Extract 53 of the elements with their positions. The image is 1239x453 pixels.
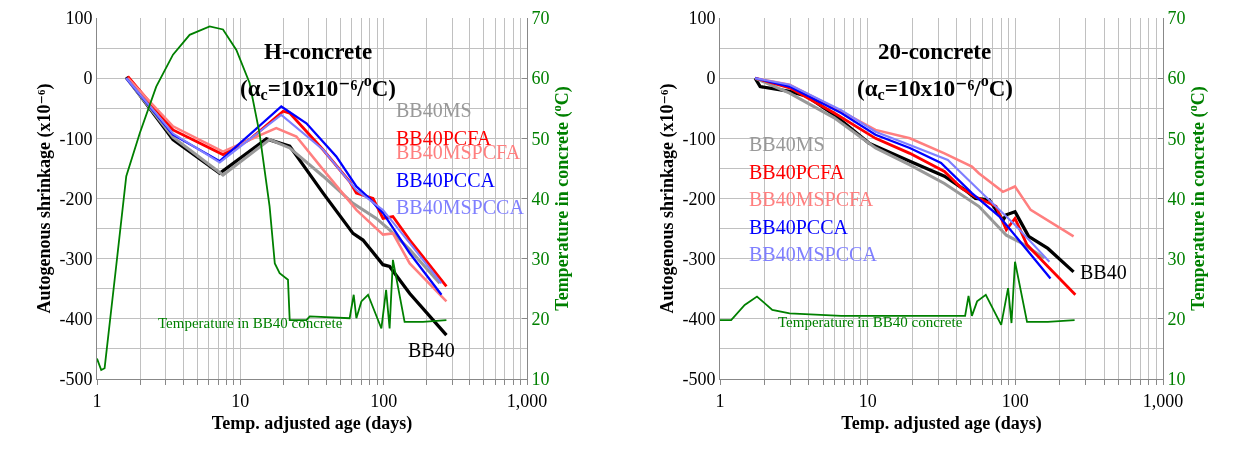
y-tick-label: 0 xyxy=(83,68,93,89)
text: H-concrete xyxy=(264,39,373,64)
y-tick-label: -500 xyxy=(59,369,93,390)
x-tick-label: 1,000 xyxy=(506,390,548,411)
series-label: Temperature in BB40 concrete xyxy=(158,315,343,331)
y2-tick-label: 60 xyxy=(531,68,550,89)
y2-tick-label: 10 xyxy=(531,369,550,390)
y-axis-title: Autogenous shrinkage (x10⁻⁶) xyxy=(656,83,678,314)
x-tick-label: 1 xyxy=(715,390,725,411)
y-tick-label: -300 xyxy=(59,248,93,269)
y-tick-label: -100 xyxy=(59,128,93,149)
y-tick-label: -300 xyxy=(682,248,716,269)
y2-tick-label: 70 xyxy=(1167,8,1186,29)
x-tick-label: 1,000 xyxy=(1142,390,1184,411)
y-tick-label: -400 xyxy=(59,309,93,330)
y-tick-label: -100 xyxy=(682,128,716,149)
text: 20-concrete xyxy=(878,39,992,64)
x-tick-label: 10 xyxy=(858,390,877,411)
y2-tick-label: 70 xyxy=(531,8,550,29)
y2-tick-label: 10 xyxy=(1167,369,1186,390)
series-label: BB40PCFA xyxy=(749,161,845,183)
y-tick-label: 100 xyxy=(65,8,93,29)
y-tick-label: -500 xyxy=(682,369,716,390)
text: BB40PCCA xyxy=(749,216,849,238)
text: (α$_{c}$=10x10⁻⁶/$^{o}$C) xyxy=(857,72,1014,104)
y2-tick-label: 50 xyxy=(1167,128,1186,149)
y-tick-label: -400 xyxy=(682,309,716,330)
x-axis-title: Temp. adjusted age (days) xyxy=(211,412,413,434)
y-tick-label: -200 xyxy=(59,188,93,209)
y-tick-label: 0 xyxy=(706,68,716,89)
series-label: Temperature in BB40 concrete xyxy=(778,314,963,330)
y2-tick-label: 40 xyxy=(1167,188,1186,209)
y2-tick-label: 20 xyxy=(1167,309,1186,330)
x-tick-label: 10 xyxy=(231,390,250,411)
series-label: BB40 xyxy=(1080,261,1127,283)
y-axis-title: Autogenous shrinkage (x10⁻⁶) xyxy=(33,83,55,314)
y-tick-label: -200 xyxy=(682,188,716,209)
y2-tick-label: 40 xyxy=(531,188,550,209)
x-tick-label: 100 xyxy=(1001,390,1029,411)
text: BB40MSPCFA xyxy=(749,188,874,210)
series-label: BB40MSPCCA xyxy=(396,196,525,218)
y2-tick-label: 30 xyxy=(1167,248,1186,269)
series-label: BB40PCCA xyxy=(396,169,496,191)
y2-tick-label: 50 xyxy=(531,128,550,149)
x-tick-label: 100 xyxy=(370,390,398,411)
y2-tick-label: 30 xyxy=(531,248,550,269)
x-axis-title: Temp. adjusted age (days) xyxy=(841,412,1042,434)
y-tick-label: 100 xyxy=(688,8,716,29)
x-tick-label: 1 xyxy=(92,390,102,411)
y2-tick-label: 20 xyxy=(531,309,550,330)
y2-tick-label: 60 xyxy=(1167,68,1186,89)
series-label: BB40 xyxy=(408,339,455,361)
text: BB40MSPCCA xyxy=(749,243,878,265)
